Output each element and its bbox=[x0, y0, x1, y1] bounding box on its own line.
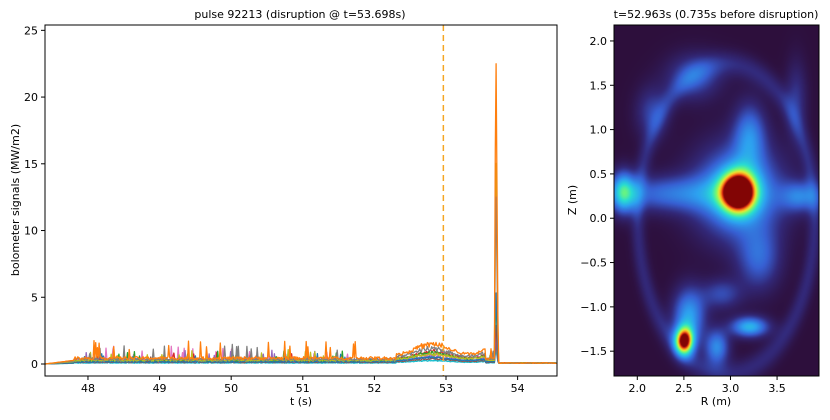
signal-line bbox=[45, 302, 557, 365]
signal-line bbox=[45, 292, 557, 365]
left-x-tick-label: 54 bbox=[511, 382, 525, 395]
right-x-tick-label: 2.0 bbox=[629, 382, 647, 395]
left-y-tick-label: 25 bbox=[24, 24, 38, 37]
left-chart-title: pulse 92213 (disruption @ t=53.698s) bbox=[194, 8, 405, 21]
left-plot-area bbox=[45, 25, 557, 376]
left-x-axis: 48 49 50 51 52 53 54 bbox=[81, 376, 525, 395]
left-y-tick-label: 0 bbox=[31, 358, 38, 371]
right-x-tick-label: 2.5 bbox=[675, 382, 693, 395]
right-y-tick-label: 2.0 bbox=[590, 35, 608, 48]
right-x-label: R (m) bbox=[701, 395, 731, 408]
left-x-tick-label: 52 bbox=[367, 382, 381, 395]
left-y-tick-label: 15 bbox=[24, 158, 38, 171]
right-y-tick-label: −0.5 bbox=[580, 257, 607, 270]
signal-line bbox=[45, 196, 557, 365]
tomography-chart: t=52.963s (0.735s before disruption) 2.0… bbox=[566, 8, 820, 408]
heatmap-container bbox=[614, 25, 819, 376]
right-x-tick-label: 3.5 bbox=[768, 382, 786, 395]
right-y-tick-label: 1.5 bbox=[590, 79, 608, 92]
right-y-tick-label: −1.0 bbox=[580, 301, 607, 314]
left-x-tick-label: 53 bbox=[439, 382, 453, 395]
left-y-tick-label: 20 bbox=[24, 91, 38, 104]
right-x-axis: 2.0 2.5 3.0 3.5 bbox=[629, 376, 786, 395]
left-y-tick-label: 5 bbox=[31, 291, 38, 304]
right-y-tick-label: 0.0 bbox=[590, 212, 608, 225]
left-x-tick-label: 49 bbox=[153, 382, 167, 395]
left-plot-frame bbox=[44, 24, 558, 377]
right-chart-title: t=52.963s (0.735s before disruption) bbox=[614, 8, 819, 21]
right-y-label: Z (m) bbox=[566, 185, 579, 215]
left-x-tick-label: 50 bbox=[224, 382, 238, 395]
right-y-tick-label: 0.5 bbox=[590, 168, 608, 181]
signal-line bbox=[45, 162, 557, 365]
left-y-tick-label: 10 bbox=[24, 225, 38, 238]
right-y-axis: −1.5 −1.0 −0.5 0.0 0.5 1.0 1.5 2.0 bbox=[580, 35, 614, 358]
left-y-axis: 0 5 10 15 20 25 bbox=[24, 24, 45, 371]
left-y-label: bolometer signals (MW/m2) bbox=[9, 124, 22, 276]
bolometer-chart: pulse 92213 (disruption @ t=53.698s) 48 4… bbox=[9, 8, 558, 408]
right-x-tick-label: 3.0 bbox=[722, 382, 740, 395]
left-x-tick-label: 51 bbox=[296, 382, 310, 395]
left-x-label: t (s) bbox=[290, 395, 312, 408]
left-x-tick-label: 48 bbox=[81, 382, 95, 395]
right-y-tick-label: −1.5 bbox=[580, 345, 607, 358]
right-plot-frame bbox=[613, 24, 820, 377]
right-y-tick-label: 1.0 bbox=[590, 124, 608, 137]
signal-line bbox=[45, 63, 557, 365]
